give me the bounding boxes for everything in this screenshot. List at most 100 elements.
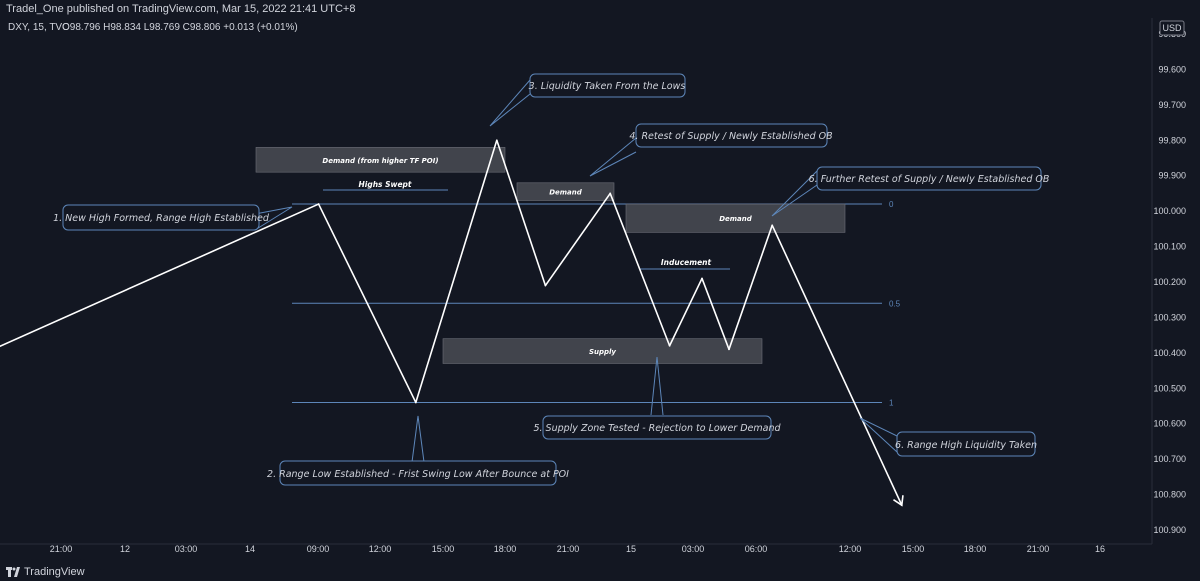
fib-level-label: 0.5 — [889, 299, 901, 308]
path-point — [317, 203, 320, 205]
path-point — [728, 348, 730, 351]
pointer-4 — [589, 137, 637, 177]
callout-box-6 — [816, 166, 1042, 191]
zone-box — [442, 338, 763, 364]
publisher-bar: Tradel_One published on TradingView.com,… — [0, 0, 1200, 18]
zone-label: Demand (from higher TF POI) — [322, 157, 438, 165]
callout-text-5: 5. Supply Zone Tested - Rejection to Low… — [533, 423, 781, 434]
callout-text-4: 4. Retest of Supply / Newly Established … — [629, 131, 832, 142]
callout-box-4 — [635, 123, 828, 148]
path-segment — [609, 192, 671, 347]
price-path — [0, 139, 904, 507]
time-tick-label: 12:00 — [839, 544, 862, 554]
callout-text-2: 2. Range Low Established - Frist Swing L… — [267, 469, 569, 480]
path-point — [415, 401, 417, 404]
callout-box-7 — [896, 431, 1036, 457]
time-tick-label: 21:00 — [50, 544, 73, 554]
callout-box-3 — [529, 73, 686, 98]
callout-text-1: 1. New High Formed, Range High Establish… — [53, 213, 270, 224]
path-segment — [317, 203, 417, 404]
fib-levels: 00.51 — [292, 200, 901, 407]
price-tick-label: 100.400 — [1153, 348, 1186, 358]
time-tick-label: 15:00 — [902, 544, 925, 554]
fib-level-label: 0 — [889, 200, 894, 209]
path-point — [496, 139, 498, 142]
pointer-3 — [489, 79, 531, 127]
zones: Demand (from higher TF POI) Demand Demand S… — [255, 147, 846, 364]
path-point — [544, 284, 547, 287]
path-segment — [544, 192, 612, 287]
price-tick-label: 99.700 — [1158, 100, 1186, 110]
time-tick-label: 18:00 — [494, 544, 517, 554]
price-tick-label: 99.800 — [1158, 135, 1186, 145]
time-tick-label: 03:00 — [175, 544, 198, 554]
price-tick-label: 99.900 — [1158, 171, 1186, 181]
time-tick-label: 15 — [626, 544, 636, 554]
highs-swept-label: Highs Swept — [358, 180, 411, 189]
price-tick-label: 100.500 — [1153, 383, 1186, 393]
time-tick-label: 18:00 — [964, 544, 987, 554]
pointer-5 — [650, 356, 664, 416]
price-tick-label: 100.600 — [1153, 419, 1186, 429]
path-segment — [414, 139, 498, 404]
fib-level-label: 1 — [889, 398, 894, 407]
pointer-2 — [411, 415, 425, 463]
pointer-6b — [859, 417, 898, 453]
zone-label: Demand — [549, 189, 583, 197]
time-tick-label: 12:00 — [369, 544, 392, 554]
callout-box-1 — [62, 204, 260, 231]
time-tick-label: 15:00 — [432, 544, 455, 554]
legend-ohlc: O98.796 H98.834 L98.769 C98.806 +0.013 (… — [62, 22, 298, 33]
currency-badge[interactable] — [1159, 20, 1185, 36]
zone-box — [255, 147, 506, 173]
price-tick-label: 100.300 — [1153, 312, 1186, 322]
price-tick-label: 100.800 — [1153, 490, 1186, 500]
publisher-line: Tradel_One published on TradingView.com,… — [6, 3, 356, 15]
time-tick-label: 06:00 — [745, 544, 768, 554]
zone-box — [625, 203, 846, 233]
callout-pointers — [254, 79, 898, 463]
pointer-1 — [254, 206, 293, 231]
callout-text-3: 3. Liquidity Taken From the Lows — [529, 81, 686, 92]
price-tick-label: 100.000 — [1153, 206, 1186, 216]
footer-bar: TradingView — [0, 563, 1200, 581]
zone-box — [516, 182, 615, 201]
price-tick-label: 100.900 — [1153, 525, 1186, 535]
time-tick-label: 12 — [120, 544, 130, 554]
time-tick-label: 09:00 — [307, 544, 330, 554]
path-segment — [728, 224, 774, 351]
path-segment — [495, 139, 547, 287]
zone-label: Demand — [719, 215, 753, 223]
legend-symbol: DXY, 15, TVC — [8, 22, 69, 33]
zone-label: Supply — [589, 348, 616, 356]
path-point — [609, 192, 611, 195]
callout-text-6: 6. Further Retest of Supply / Newly Esta… — [809, 174, 1050, 185]
callout-boxes: 1. New High Formed, Range High Establish… — [53, 73, 1050, 486]
price-tick-label: 100.700 — [1153, 454, 1186, 464]
time-tick-label: 21:00 — [1027, 544, 1050, 554]
path-segment — [771, 224, 903, 507]
time-tick-label: 21:00 — [557, 544, 580, 554]
inducement-label: Inducement — [661, 258, 712, 267]
pointer-6a — [771, 170, 818, 217]
price-tick-label: 100.100 — [1153, 242, 1186, 252]
callout-box-5 — [542, 415, 772, 440]
price-tick-label: 100.200 — [1153, 277, 1186, 287]
path-segment — [668, 277, 703, 347]
path-point — [771, 224, 773, 227]
callout-box-2 — [279, 460, 557, 486]
time-tick-label: 14 — [245, 544, 255, 554]
footer-brand: TradingView — [24, 566, 85, 578]
path-segment — [0, 203, 320, 348]
path-point — [701, 277, 703, 280]
callout-text-7: 6. Range High Liquidity Taken — [895, 440, 1037, 451]
path-segment — [701, 277, 730, 351]
tradingview-logo-icon — [6, 567, 20, 577]
path-arrowhead — [893, 495, 904, 507]
price-axis[interactable]: 99.50099.60099.70099.80099.900100.000100… — [1153, 29, 1186, 535]
time-axis[interactable]: 21:00 12 03:00 14 09:00 12:00 15:00 18:00 21:00 1… — [50, 544, 1105, 554]
currency-label: USD — [1162, 23, 1182, 33]
time-tick-label: 16 — [1095, 544, 1105, 554]
price-tick-label: 99.600 — [1158, 64, 1186, 74]
